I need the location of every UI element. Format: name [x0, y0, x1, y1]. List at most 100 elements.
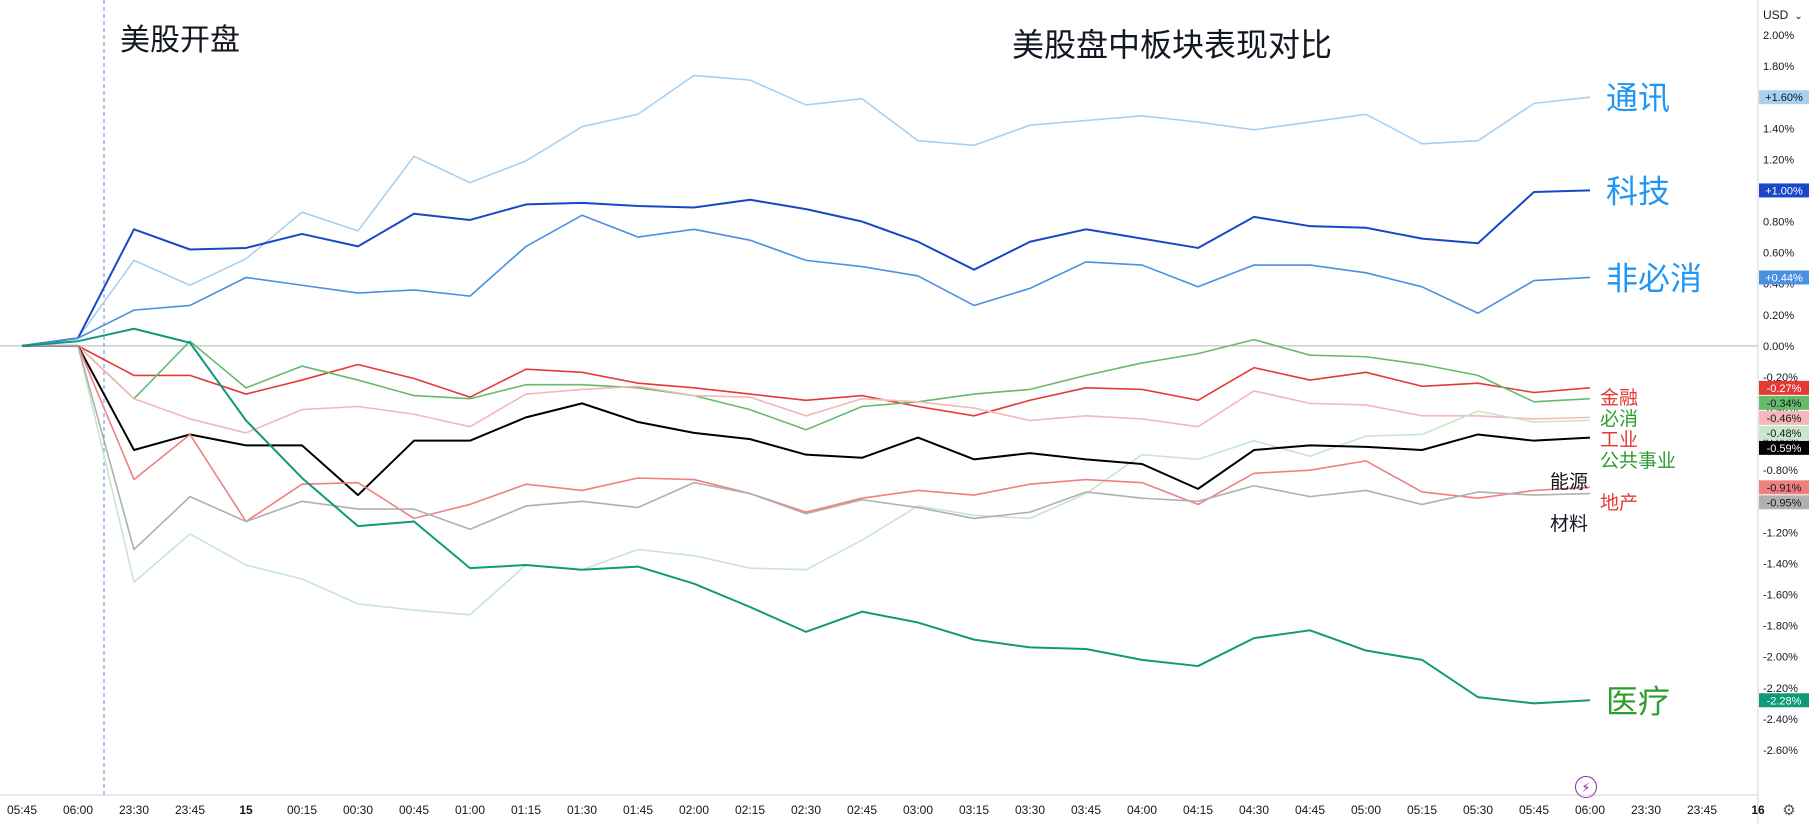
last-value-badge: +1.00% [1765, 185, 1803, 197]
y-tick-label: -2.40% [1763, 714, 1798, 726]
last-value-badge-bg [1759, 395, 1809, 410]
y-tick-label: -1.80% [1763, 621, 1798, 633]
last-value-badge-bg [1759, 90, 1809, 105]
x-tick-label: 23:30 [119, 803, 149, 817]
y-tick-label: -2.00% [1763, 652, 1798, 664]
last-value-badge: -0.46% [1767, 413, 1802, 425]
x-tick-label: 05:00 [1351, 803, 1381, 817]
chevron-down-icon: ⌄ [1794, 11, 1803, 22]
x-tick-label: 00:45 [399, 803, 429, 817]
x-tick-label: 02:00 [679, 803, 709, 817]
x-tick-label: 05:45 [1519, 803, 1549, 817]
x-tick-label: 01:00 [455, 803, 485, 817]
series-line-能源 [22, 344, 1591, 497]
x-tick-label: 04:00 [1127, 803, 1157, 817]
x-tick-label: 01:30 [567, 803, 597, 817]
series-line-材料 [22, 345, 1591, 551]
x-tick-label: 03:30 [1015, 803, 1045, 817]
x-tick-label: 05:15 [1407, 803, 1437, 817]
last-value-badge: -2.28% [1767, 695, 1802, 707]
x-tick-label: 04:15 [1183, 803, 1213, 817]
series-label: 工业 [1600, 429, 1638, 451]
y-tick-label: -2.60% [1763, 745, 1798, 757]
x-tick-label: 00:30 [343, 803, 373, 817]
series-label: 必消 [1600, 408, 1638, 430]
series-label: 通讯 [1606, 79, 1670, 117]
last-value-badges: +1.60% +1.00% +0.44% -0.27% -0.34% -0.46% -0.4… [1759, 90, 1809, 708]
last-value-badge-bg [1759, 480, 1809, 495]
x-tick-label: 03:00 [903, 803, 933, 817]
last-value-badge: -0.59% [1767, 443, 1802, 455]
x-axis-ticks: 05:45 06:00 23:30 23:45 15 00:15 00:30 00:45 01:… [7, 803, 1765, 817]
y-tick-label: -0.80% [1763, 465, 1798, 477]
x-tick-label: 04:30 [1239, 803, 1269, 817]
last-value-badge-bg [1759, 410, 1809, 425]
series-lines [21, 74, 1591, 705]
y-tick-label: 0.60% [1763, 248, 1794, 260]
y-tick-label: 1.40% [1763, 123, 1794, 135]
y-tick-label: 2.00% [1763, 30, 1794, 42]
currency-label: USD [1763, 8, 1789, 22]
last-value-badge: +1.60% [1765, 92, 1803, 104]
last-value-badge-bg [1759, 495, 1809, 510]
y-tick-label: -1.60% [1763, 590, 1798, 602]
series-label: 金融 [1600, 387, 1638, 409]
series-line-金融 [22, 345, 1591, 417]
x-tick-label: 23:30 [1631, 803, 1661, 817]
x-tick-label: 05:45 [7, 803, 37, 817]
last-value-badge: -0.91% [1767, 482, 1802, 494]
series-line-工业 [22, 345, 1591, 434]
last-value-badge: -0.27% [1767, 383, 1802, 395]
market-open-annotation: 美股开盘 [120, 23, 240, 58]
x-tick-label: 01:45 [623, 803, 653, 817]
series-label: 能源 [1550, 471, 1588, 493]
currency-selector[interactable]: USD ⌄ [1763, 4, 1807, 26]
series-label: 地产 [1600, 492, 1638, 514]
series-line-必消 [22, 338, 1591, 431]
last-value-badge: -0.48% [1767, 428, 1802, 440]
x-tick-label: 02:45 [847, 803, 877, 817]
last-value-badge: +0.44% [1765, 272, 1803, 284]
x-tick-label: 06:00 [1575, 803, 1605, 817]
series-line-医疗 [21, 327, 1591, 705]
x-tick-label: 23:45 [1687, 803, 1717, 817]
x-tick-label: 16 [1751, 803, 1765, 817]
last-value-badge-bg [1759, 183, 1809, 198]
y-tick-label: 0.00% [1763, 341, 1794, 353]
x-tick-label: 23:45 [175, 803, 205, 817]
x-tick-label: 05:30 [1463, 803, 1493, 817]
series-label: 科技 [1606, 172, 1670, 210]
series-line-地产 [22, 345, 1591, 523]
last-value-badge: -0.34% [1767, 398, 1802, 410]
series-line-非必消 [21, 214, 1591, 347]
series-label: 医疗 [1606, 682, 1670, 720]
y-tick-label: 1.80% [1763, 61, 1794, 73]
series-line-通讯 [21, 74, 1591, 347]
last-value-badge-bg [1759, 270, 1809, 285]
x-tick-label: 01:15 [511, 803, 541, 817]
x-tick-label: 04:45 [1295, 803, 1325, 817]
last-value-badge-bg [1759, 693, 1809, 708]
y-tick-label: -1.20% [1763, 527, 1798, 539]
last-value-badge: -0.95% [1767, 497, 1802, 509]
series-label: 非必消 [1606, 259, 1702, 297]
series-label: 公共事业 [1600, 450, 1676, 472]
x-tick-label: 02:15 [735, 803, 765, 817]
lightning-icon[interactable]: ⚡ [1575, 776, 1597, 798]
series-label: 材料 [1550, 513, 1588, 535]
gear-icon[interactable]: ⚙ [1782, 802, 1796, 819]
series-line-公共事业 [22, 345, 1591, 616]
x-tick-label: 03:45 [1071, 803, 1101, 817]
x-tick-label: 06:00 [63, 803, 93, 817]
y-tick-label: 0.80% [1763, 217, 1794, 229]
last-value-badge-bg [1759, 380, 1809, 395]
x-tick-label: 00:15 [287, 803, 317, 817]
x-tick-label: 03:15 [959, 803, 989, 817]
y-tick-label: -2.20% [1763, 683, 1798, 695]
last-value-badge-bg [1759, 440, 1809, 455]
chart-title: 美股盘中板块表现对比 [1012, 26, 1332, 64]
x-tick-label: 02:30 [791, 803, 821, 817]
